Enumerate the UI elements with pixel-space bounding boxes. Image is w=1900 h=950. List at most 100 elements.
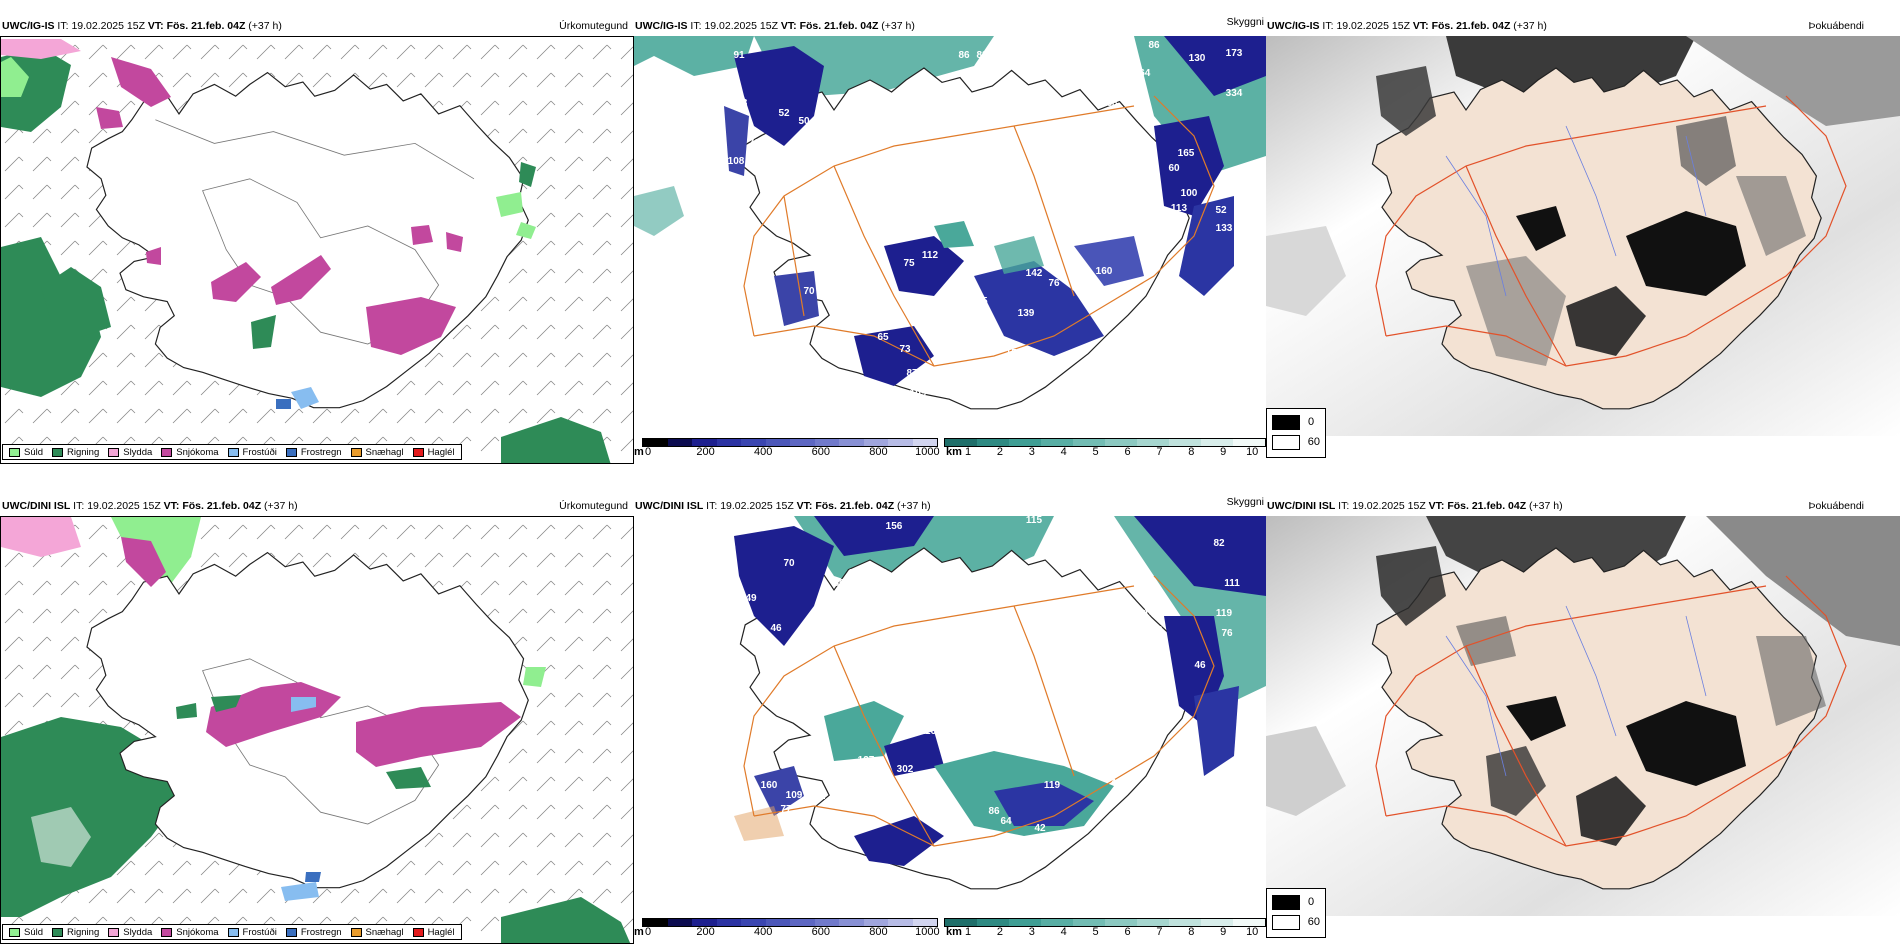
cloud-height-label: 70 [803,286,815,297]
tick-label: 6 [1124,926,1131,938]
cloud-height-label: 86 [988,806,1000,817]
cloud-height-label: 165 [1178,148,1195,159]
cloud-height-label: 116 [920,726,937,737]
tick-label: 2 [996,926,1003,938]
legend-item: Haglél [412,926,455,938]
it-label: IT: [57,20,69,32]
cloud-height-label: 42 [1034,823,1046,834]
cloud-height-label: 55 [918,410,930,421]
cloud-height-label: 106 [1123,171,1140,182]
fog-map-svg [1266,36,1900,436]
cloud-height-label: 35 [868,878,880,889]
lead-time: (+37 h) [264,500,298,512]
swatch-frostudi [227,447,239,457]
model-name: UWC/IG-IS [635,20,688,32]
cloud-height-label: 88 [976,50,988,61]
fog-map [1266,516,1900,916]
cloud-height-label: 108 [728,156,745,167]
legend-label: Rigning [67,926,100,938]
fog-legend: 0 60 [1266,888,1326,938]
legend-label: Slydda [123,926,153,938]
tick-label: 2 [996,446,1003,458]
visibility-colorbar [944,438,1266,447]
fog-map-svg [1266,516,1900,916]
model-name: UWC/DINI ISL [2,500,71,512]
vt-value: Fös. 21.feb. 04Z [166,20,246,32]
cloud-height-label: 44 [901,883,913,894]
precip-map [0,36,634,464]
tick-label: 1000 [915,446,940,458]
cloud-base-colorbar [642,918,938,927]
fog-legend-label: 0 [1308,896,1315,908]
it-label: IT: [1338,500,1350,512]
panel-header: UWC/IG-IS IT: 19.02.2025 15Z VT: Fös. 21… [635,20,915,32]
legend-label: Haglél [427,926,455,938]
swatch-slydda [108,927,120,937]
cloud-map: 91 86 88 86 130 173 264 334 52 83 108 50 121 58 88 76 78… [634,36,1266,436]
tick-label: 800 [869,446,888,458]
visibility-colorbar [944,918,1266,927]
legend-item: Frostúði [227,926,277,938]
cloud-height-label: 46 [1194,660,1206,671]
swatch-haglel [412,447,424,457]
swatch-snaehagl [350,927,362,937]
swatch-frostregn [285,927,297,937]
tick-label: 4 [1060,926,1067,938]
tick-label: 7 [1156,446,1163,458]
cloud-height-label: 144 [1126,153,1143,164]
vt-value: Fös. 21.feb. 04Z [815,500,895,512]
legend-item: Haglél [412,447,455,458]
cloud-base-scale: m 0 200 400 600 800 1000 [634,918,944,940]
legend-label: Snjókoma [176,926,219,938]
cloud-height-label: 70 [783,558,795,569]
model-name: UWC/IG-IS [1267,20,1320,32]
panel-title: Skyggni [1226,496,1264,508]
cloud-height-label: 86 [1148,40,1160,51]
cloud-base-scale: m 0 200 400 600 800 1000 [634,438,944,460]
swatch-haglel [412,927,424,937]
fog-index-panel-row1: UWC/IG-IS IT: 19.02.2025 15Z VT: Fös. 21… [1266,12,1900,464]
lead-time: (+37 h) [897,500,931,512]
fog-legend: 0 60 [1266,408,1326,458]
cloud-height-label: 52 [778,108,790,119]
precip-map-svg [1,517,633,943]
cloud-height-label: 112 [922,250,939,261]
swatch-suld [9,927,20,937]
fog-swatch-dark [1272,894,1300,910]
cloud-height-label: 88 [1106,98,1118,109]
cloud-height-label: 106 [871,568,888,579]
panel-header: UWC/IG-IS IT: 19.02.2025 15Z VT: Fös. 21… [1267,20,1547,32]
tick-label: 10 [1246,926,1259,938]
cloud-height-label: 60 [828,320,840,331]
legend-label: Frostúði [242,926,277,938]
cloud-height-label: 39 [1088,280,1100,291]
vt-value: Fös. 21.feb. 04Z [1447,500,1527,512]
cloud-height-label: 139 [1018,308,1035,319]
tick-label: 4 [1060,446,1067,458]
fog-legend-row: 0 [1272,412,1320,432]
cloud-height-label: 41 [873,402,885,413]
legend-item: Frostúði [227,447,277,458]
swatch-frostudi [227,927,239,937]
visibility-scale-ticks: 1 2 3 4 5 6 7 8 9 10 [965,926,1259,940]
cloud-height-label: 113 [1171,203,1188,214]
model-name: UWC/DINI ISL [1267,500,1336,512]
tick-label: 400 [754,926,773,938]
cloud-height-label: 77 [780,804,792,815]
lead-time: (+37 h) [881,20,915,32]
cloud-height-label: 302 [897,764,914,775]
cloud-height-label: 127 [858,755,875,766]
legend-label: Súld [24,926,44,938]
it-value: 19.02.2025 15Z [71,20,145,32]
visibility-scale: km 1 2 3 4 5 6 7 8 9 10 [944,918,1266,940]
cloud-height-label: 160 [761,780,778,791]
vt-value: Fös. 21.feb. 04Z [799,20,879,32]
model-name: UWC/IG-IS [2,20,55,32]
cloud-height-label: 84 [873,588,885,599]
it-value: 19.02.2025 15Z [87,500,161,512]
cloud-map-svg: 91 86 88 86 130 173 264 334 52 83 108 50 121 58 88 76 78… [634,36,1266,436]
cloud-height-label: 115 [1026,516,1043,526]
swatch-snjokoma [161,927,173,937]
fog-legend-label: 0 [1308,416,1315,428]
tick-label: 9 [1220,926,1227,938]
